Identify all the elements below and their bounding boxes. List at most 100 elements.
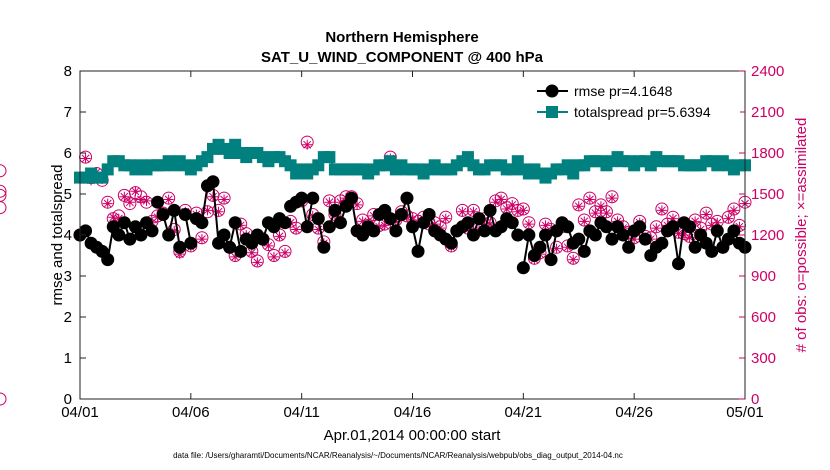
obs-assimilated-point xyxy=(734,221,745,232)
axes-layer: 0 1 2 3 4 5 6 7 8 0 300 600 900 1200 1500 1800 2100 2400 0… xyxy=(61,63,784,421)
rmse-point xyxy=(322,220,336,234)
obs-assimilated-point xyxy=(457,206,468,217)
obs-assimilated-point xyxy=(108,212,119,223)
obs-assimilated-point xyxy=(219,194,230,205)
legend-spread-label: totalspread pr=5.6394 xyxy=(574,104,711,120)
rmse-point xyxy=(483,203,497,217)
rmse-point xyxy=(466,228,480,242)
obs-assimilated-point xyxy=(379,220,390,231)
y2-axis-label: # of obs: o=possible; ×=assimilated xyxy=(793,118,810,353)
x-tick-label: 04/06 xyxy=(172,404,210,421)
obs-assimilated-point xyxy=(208,191,218,202)
y-tick-label: 5 xyxy=(64,186,72,203)
obs-assimilated-point xyxy=(607,193,617,204)
obs-assimilated-point xyxy=(213,206,224,217)
obs-assimilated-point xyxy=(656,205,667,216)
x-tick-label: 04/01 xyxy=(61,404,99,421)
obs-assimilated-point xyxy=(196,234,207,245)
rmse-point xyxy=(383,212,397,226)
obs-assimilated-point xyxy=(102,198,113,209)
rmse-point xyxy=(710,224,724,238)
legend-rmse-marker xyxy=(545,84,559,98)
obs-assimilated-point xyxy=(518,205,529,216)
obs-assimilated-point xyxy=(124,197,135,208)
obs-assimilated-point xyxy=(690,216,701,227)
obs-assimilated-point xyxy=(490,197,501,208)
rmse-point xyxy=(195,216,209,230)
rmse-point xyxy=(156,208,170,221)
rmse-point xyxy=(577,244,591,258)
rmse-point xyxy=(511,228,525,242)
rmse-point xyxy=(461,216,475,230)
obs-assimilated-point xyxy=(573,201,584,212)
rmse-point xyxy=(478,224,492,238)
chart-title: Northern Hemisphere xyxy=(325,29,478,46)
obs-assimilated-point xyxy=(174,249,185,260)
obs-assimilated-point xyxy=(135,194,146,205)
rmse-point xyxy=(317,240,331,254)
obs-assimilated-point xyxy=(246,247,257,258)
rmse-point xyxy=(178,208,192,221)
obs-assimilated-point xyxy=(601,208,612,219)
obs-assimilated-point xyxy=(551,243,562,254)
obs-assimilated-point xyxy=(163,194,174,205)
obs-assimilated-point xyxy=(335,197,346,208)
rmse-point xyxy=(666,220,680,234)
rmse-point xyxy=(367,224,381,238)
rmse-point xyxy=(134,228,148,242)
rmse-point xyxy=(672,257,685,271)
obs-assimilated-point xyxy=(579,216,590,227)
y2-tick-label: 1200 xyxy=(751,227,784,244)
rmse-point xyxy=(228,216,242,230)
obs-assimilated-point xyxy=(679,230,690,240)
obs-assimilated-point xyxy=(80,153,91,164)
obs-assimilated-point xyxy=(667,213,678,224)
rmse-point xyxy=(422,208,436,221)
obs-assimilated-point xyxy=(119,191,130,202)
obs-assimilated-point xyxy=(141,195,152,206)
obs-assimilated-point xyxy=(263,240,274,251)
rmse-point xyxy=(117,216,131,230)
legend-rmse-label: rmse pr=4.1648 xyxy=(574,83,673,99)
obs-assimilated-point xyxy=(230,251,241,262)
obs-assimilated-point xyxy=(252,257,263,268)
rmse-point xyxy=(278,216,292,230)
x-axis-label: Apr.01,2014 00:00:00 start xyxy=(324,427,502,444)
obs-assimilated-point xyxy=(507,199,518,210)
x-tick-label: 04/26 xyxy=(615,404,653,421)
rmse-point xyxy=(616,228,630,242)
obs-assimilated-point xyxy=(274,231,285,242)
obs-possible-point xyxy=(0,164,7,178)
rmse-point xyxy=(633,220,647,234)
obs-assimilated-point xyxy=(595,201,606,212)
rmse-point xyxy=(683,220,697,234)
obs-assimilated-point xyxy=(523,219,534,230)
y2-tick-label: 2100 xyxy=(751,104,784,121)
obs-assimilated-point xyxy=(429,219,440,230)
obs-assimilated-point xyxy=(374,221,385,232)
obs-assimilated-point xyxy=(268,251,279,262)
rmse-point xyxy=(300,220,314,234)
rmse-point xyxy=(162,228,176,242)
rmse-point xyxy=(101,253,115,267)
obs-assimilated-point xyxy=(280,247,291,258)
y2-tick-label: 1800 xyxy=(751,145,784,162)
rmse-point xyxy=(306,191,320,205)
rmse-point xyxy=(167,203,181,217)
series-layer xyxy=(0,136,752,406)
obs-assimilated-point xyxy=(496,194,507,205)
obs-assimilated-point xyxy=(568,254,579,265)
rmse-point xyxy=(406,220,419,234)
obs-assimilated-point xyxy=(291,224,302,235)
rmse-point xyxy=(217,228,231,242)
y-tick-label: 4 xyxy=(64,227,72,244)
y-tick-label: 1 xyxy=(64,350,72,367)
obs-assimilated-point xyxy=(468,206,479,217)
rmse-point xyxy=(622,240,636,254)
obs-assimilated-point xyxy=(324,197,335,208)
rmse-point xyxy=(400,191,414,205)
rmse-point xyxy=(605,232,619,246)
obs-possible-point xyxy=(0,188,7,202)
rmse-point xyxy=(638,232,652,246)
rmse-point xyxy=(112,228,126,242)
